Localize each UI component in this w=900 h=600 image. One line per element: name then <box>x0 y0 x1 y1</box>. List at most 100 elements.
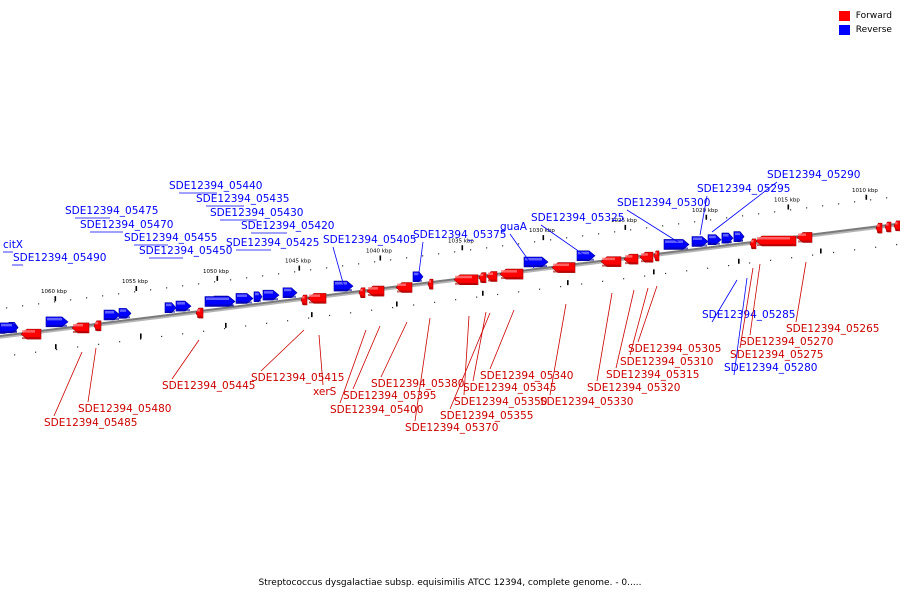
gene-label[interactable]: SDE12394_05305 <box>628 343 721 355</box>
gene-arrow[interactable] <box>721 232 734 244</box>
gene-arrow-highlight <box>709 235 716 239</box>
gene-arrow-highlight <box>501 270 517 273</box>
gene-arrow[interactable] <box>523 256 549 268</box>
gene-label[interactable]: SDE12394_05295 <box>697 183 790 195</box>
gene-arrow[interactable] <box>0 322 19 334</box>
gene-arrow[interactable] <box>486 271 498 282</box>
gene-arrow[interactable] <box>653 250 660 262</box>
gene-label[interactable]: SDE12394_05290 <box>767 169 860 181</box>
gene-label[interactable]: SDE12394_05330 <box>540 396 633 408</box>
scale-dot <box>678 223 680 225</box>
gene-label[interactable]: SDE12394_05455 <box>124 232 217 244</box>
gene-label[interactable]: guaA <box>500 221 528 233</box>
gene-arrow[interactable] <box>358 287 366 299</box>
gene-label[interactable]: SDE12394_05285 <box>702 309 795 321</box>
gene-arrow[interactable] <box>175 300 192 312</box>
gene-shape[interactable] <box>20 328 42 340</box>
gene-label[interactable]: SDE12394_05345 <box>463 382 556 394</box>
gene-arrow[interactable] <box>453 274 479 286</box>
gene-label[interactable]: SDE12394_05480 <box>78 403 171 415</box>
scale-dot-lower <box>56 349 58 351</box>
gene-arrow[interactable] <box>691 236 709 247</box>
gene-shape[interactable] <box>893 220 900 232</box>
gene-arrow[interactable] <box>93 320 102 332</box>
scale-dot <box>438 253 440 255</box>
gene-label[interactable]: citX <box>3 239 23 251</box>
gene-label[interactable]: SDE12394_05300 <box>617 197 710 209</box>
gene-label[interactable]: SDE12394_05340 <box>480 370 573 382</box>
gene-label[interactable]: SDE12394_05375 <box>413 229 506 241</box>
gene-label[interactable]: SDE12394_05420 <box>241 220 334 232</box>
gene-arrow-shade <box>206 304 234 307</box>
gene-label[interactable]: SDE12394_05400 <box>330 404 423 416</box>
gene-arrow[interactable] <box>551 262 576 273</box>
gene-shape[interactable] <box>282 287 298 299</box>
gene-arrow[interactable] <box>366 285 385 297</box>
gene-arrow[interactable] <box>755 235 797 247</box>
gene-arrow-shade <box>309 301 325 304</box>
gene-arrow[interactable] <box>733 231 745 242</box>
gene-label[interactable]: SDE12394_05425 <box>226 237 319 249</box>
gene-label[interactable]: SDE12394_05380 <box>371 378 464 390</box>
gene-arrow[interactable] <box>663 239 690 250</box>
gene-label[interactable]: SDE12394_05490 <box>13 252 106 264</box>
gene-label[interactable]: SDE12394_05450 <box>139 245 232 257</box>
gene-arrow[interactable] <box>307 293 327 304</box>
legend: Forward Reverse <box>838 9 892 37</box>
gene-label[interactable]: SDE12394_05435 <box>196 193 289 205</box>
gene-label[interactable]: SDE12394_05280 <box>724 362 817 374</box>
gene-arrow[interactable] <box>796 232 813 243</box>
gene-arrow[interactable] <box>71 322 90 334</box>
gene-arrow[interactable] <box>478 272 487 283</box>
gene-arrow[interactable] <box>118 308 132 319</box>
gene-arrow-shade <box>414 279 422 282</box>
gene-arrow[interactable] <box>412 271 424 283</box>
gene-arrow[interactable] <box>164 302 177 313</box>
gene-label[interactable]: SDE12394_05320 <box>587 382 680 394</box>
scale-dot <box>502 245 504 247</box>
gene-label[interactable]: SDE12394_05440 <box>169 180 262 192</box>
gene-label[interactable]: SDE12394_05350 <box>454 396 547 408</box>
gene-arrow[interactable] <box>427 278 434 290</box>
gene-arrow[interactable] <box>499 268 524 280</box>
gene-arrow[interactable] <box>749 238 757 250</box>
gene-arrow[interactable] <box>707 234 722 245</box>
gene-label[interactable]: SDE12394_05275 <box>730 349 823 361</box>
gene-arrow[interactable] <box>204 296 236 307</box>
gene-label[interactable]: SDE12394_05395 <box>343 390 436 402</box>
gene-label[interactable]: SDE12394_05430 <box>210 207 303 219</box>
gene-label-line <box>87 347 97 403</box>
gene-arrow[interactable] <box>600 256 622 267</box>
gene-label-line <box>509 233 535 269</box>
gene-label[interactable]: xerS <box>313 386 337 398</box>
gene-arrow[interactable] <box>395 282 413 293</box>
gene-label[interactable]: SDE12394_05470 <box>80 219 173 231</box>
gene-arrow[interactable] <box>262 289 280 301</box>
gene-label[interactable]: SDE12394_05310 <box>620 356 713 368</box>
gene-arrow[interactable] <box>45 316 69 328</box>
gene-label[interactable]: SDE12394_05265 <box>786 323 879 335</box>
gene-shape[interactable] <box>884 221 892 233</box>
gene-arrow[interactable] <box>623 253 639 265</box>
scale-dot-lower <box>308 317 310 319</box>
gene-label[interactable]: SDE12394_05405 <box>323 234 416 246</box>
gene-arrow[interactable] <box>253 291 263 303</box>
gene-label[interactable]: SDE12394_05445 <box>162 380 255 392</box>
gene-label[interactable]: SDE12394_05325 <box>531 212 624 224</box>
gene-arrow-shade <box>602 264 620 267</box>
gene-label[interactable]: SDE12394_05475 <box>65 205 158 217</box>
gene-arrow[interactable] <box>103 309 121 321</box>
gene-label[interactable]: SDE12394_05315 <box>606 369 699 381</box>
gene-shape[interactable] <box>875 222 883 234</box>
scale-dot <box>198 283 200 285</box>
gene-arrow[interactable] <box>300 294 308 306</box>
gene-label[interactable]: SDE12394_05485 <box>44 417 137 429</box>
gene-label[interactable]: SDE12394_05355 <box>440 410 533 422</box>
gene-arrow[interactable] <box>235 293 254 304</box>
gene-arrow[interactable] <box>195 307 204 319</box>
gene-arrow-highlight <box>665 240 683 243</box>
gene-label[interactable]: SDE12394_05415 <box>251 372 344 384</box>
gene-label[interactable]: SDE12394_05370 <box>405 422 498 434</box>
gene-label[interactable]: SDE12394_05270 <box>740 336 833 348</box>
gene-arrow[interactable] <box>639 251 654 263</box>
